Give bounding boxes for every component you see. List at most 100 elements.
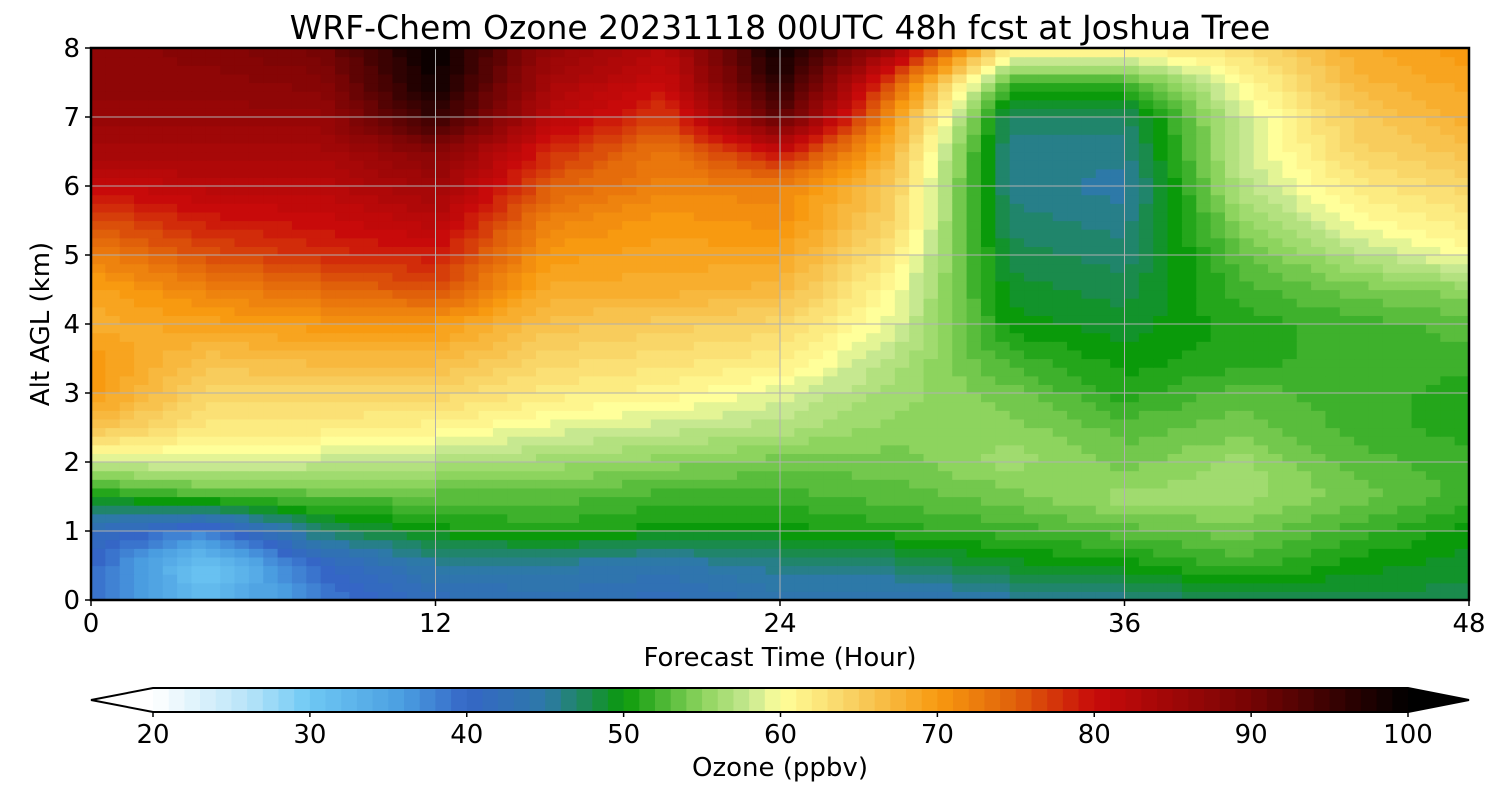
heatmap-cell [1454,513,1470,523]
heatmap-cell [1368,556,1384,567]
heatmap-cell [91,565,106,575]
heatmap-cell [1339,324,1355,334]
heatmap-cell [708,289,724,299]
heatmap-cell [909,306,925,316]
heatmap-cell [1296,591,1312,601]
heatmap-cell [1354,151,1370,161]
heatmap-cell [1425,177,1441,187]
heatmap-cell [1239,556,1255,567]
heatmap-cell [335,436,350,446]
heatmap-cell [378,177,394,187]
heatmap-cell [1210,168,1226,178]
heatmap-cell [349,358,365,368]
heatmap-cell [1167,315,1183,325]
heatmap-cell [1253,160,1269,170]
heatmap-cell [751,255,767,265]
heatmap-cell [220,470,236,480]
heatmap-cell [622,384,638,394]
heatmap-cell [1181,177,1197,187]
heatmap-cell [507,496,523,506]
heatmap-cell [1167,384,1183,394]
heatmap-cell [1253,427,1269,437]
heatmap-cell [1067,280,1083,291]
heatmap-cell [579,237,594,247]
heatmap-cell [736,444,752,454]
heatmap-cell [550,513,566,523]
heatmap-cell [1110,315,1126,325]
heatmap-cell [162,186,178,196]
heatmap-cell [823,375,839,385]
heatmap-cell [91,487,106,498]
heatmap-cell [693,168,709,178]
heatmap-cell [1009,246,1025,256]
heatmap-cell [248,246,264,256]
heatmap-cell [363,375,379,385]
heatmap-cell [909,151,925,161]
heatmap-cell [708,367,724,377]
heatmap-cell [1397,341,1413,351]
heatmap-cell [1382,436,1398,446]
heatmap-cell [1138,513,1154,523]
heatmap-cell [478,229,494,239]
heatmap-cell [1311,246,1327,256]
heatmap-cell [980,237,996,247]
heatmap-cell [306,324,322,334]
heatmap-cell [1224,505,1240,515]
heatmap-cell [134,444,150,454]
heatmap-cell [593,358,609,368]
heatmap-cell [593,315,609,325]
heatmap-cell [579,496,594,506]
heatmap-cell [1095,470,1111,480]
heatmap-cell [693,479,709,489]
heatmap-cell [880,177,896,187]
heatmap-cell [736,505,752,515]
heatmap-cell [1282,332,1298,342]
heatmap-cell [636,324,652,334]
heatmap-cell [765,211,781,222]
heatmap-cell [277,470,293,480]
heatmap-cell [349,332,365,342]
heatmap-cell [1282,496,1298,506]
heatmap-cell [751,522,767,532]
heatmap-cell [535,332,551,342]
heatmap-cell [579,246,594,256]
heatmap-cell [1095,496,1111,506]
heatmap-cell [995,427,1011,437]
heatmap-cell [550,410,566,420]
heatmap-cell [1095,582,1111,592]
heatmap-cell [105,401,121,411]
heatmap-cell [636,513,652,523]
heatmap-cell [1224,151,1240,161]
heatmap-cell [335,548,350,558]
heatmap-cell [995,194,1011,204]
heatmap-cell [291,341,307,351]
heatmap-cell [277,591,293,601]
heatmap-cell [1368,384,1384,394]
heatmap-cell [1368,539,1384,549]
heatmap-cell [91,548,106,558]
heatmap-cell [220,272,236,282]
heatmap-cell [291,324,307,334]
heatmap-cell [1153,263,1169,273]
heatmap-cell [263,531,279,541]
heatmap-cell [1282,151,1298,161]
heatmap-cell [1454,203,1470,213]
heatmap-cell [980,177,996,187]
heatmap-cell [248,168,264,178]
heatmap-cell [1382,186,1398,196]
heatmap-cell [579,582,594,592]
heatmap-cell [1382,479,1398,489]
heatmap-cell [1454,548,1470,558]
heatmap-cell [1440,298,1456,308]
heatmap-cell [248,496,264,506]
heatmap-cell [780,453,795,463]
heatmap-cell [1425,211,1441,222]
heatmap-cell [291,531,307,541]
heatmap-cell [894,211,910,222]
heatmap-cell [1224,280,1240,291]
heatmap-cell [1167,531,1183,541]
heatmap-cell [851,427,867,437]
heatmap-cell [105,427,121,437]
heatmap-cell [708,220,724,230]
heatmap-cell [866,505,882,515]
